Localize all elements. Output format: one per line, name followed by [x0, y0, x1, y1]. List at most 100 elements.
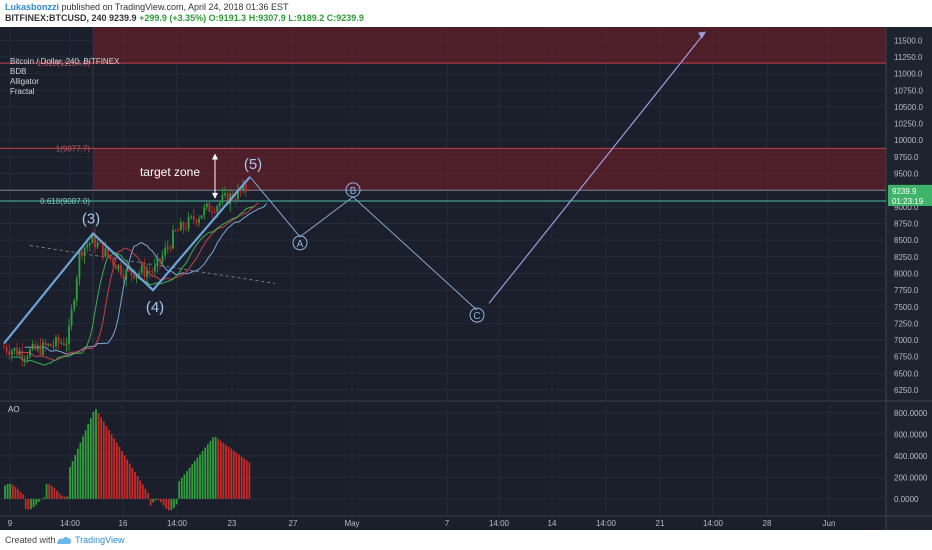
price-tick-label: 8750.0: [894, 219, 919, 228]
candle-body: [143, 265, 146, 277]
ao-bar: [219, 440, 222, 499]
ao-bar: [14, 486, 17, 499]
candle-body: [68, 325, 70, 344]
candle-body: [153, 265, 156, 272]
price-tick-label: 10000.0: [894, 136, 923, 145]
candle-body: [83, 247, 86, 256]
ao-bar: [193, 461, 196, 499]
created-with-text: Created with: [5, 535, 56, 545]
wave-label-B: B: [350, 186, 357, 197]
ao-bar: [82, 436, 84, 499]
price-tick-label: 6500.0: [894, 369, 919, 378]
price-tick-label: 8250.0: [894, 253, 919, 262]
chart-legend: Bitcoin / Dollar, 240, BITFINEX BDB Alli…: [10, 57, 119, 97]
price-tick-label: 9750.0: [894, 153, 919, 162]
time-tick-label: 23: [228, 519, 237, 528]
ao-bar: [121, 450, 123, 499]
ao-bar: [92, 411, 95, 499]
ao-bar: [123, 455, 126, 499]
ao-bar: [97, 413, 100, 499]
countdown-tag: [888, 195, 932, 207]
candle-body: [135, 275, 138, 279]
legend-indicator-alligator[interactable]: Alligator: [10, 77, 39, 86]
candle-body: [187, 216, 190, 229]
ao-panel: AO 800.0000 600.0000 400.0000 200.0000 0.0000: [0, 405, 928, 511]
ao-bar: [19, 492, 22, 499]
candle-body: [36, 345, 39, 350]
ao-bar: [188, 467, 191, 499]
price-change: +299.9 (+3.35%): [139, 13, 207, 23]
candle-body: [127, 269, 130, 271]
ao-bar: [170, 498, 173, 511]
wave-label-A: A: [297, 239, 304, 250]
ao-bar: [61, 495, 64, 499]
ao-bar: [102, 421, 105, 499]
ao-bar: [27, 498, 30, 510]
ao-bar: [40, 498, 43, 500]
candle-body: [112, 258, 115, 266]
published-text: published on TradingView.com, April 24, …: [61, 2, 289, 12]
candle-body: [130, 269, 133, 275]
ao-title: AO: [8, 405, 20, 414]
low-value: L:9189.2: [288, 13, 325, 23]
ao-bar: [152, 498, 155, 503]
fib-zones: 1.618(11157.0) 1(9877.7) 0.618(9087.0): [0, 27, 886, 400]
price-tick-label: 6250.0: [894, 386, 919, 395]
candle-body: [65, 343, 68, 346]
candle-body: [44, 342, 47, 346]
ao-bar: [212, 437, 214, 499]
wave-label-3: (3): [82, 210, 100, 227]
price-tick-label: 10500.0: [894, 103, 923, 112]
ao-bar: [149, 498, 152, 506]
target-zone-arrow-down: [212, 192, 218, 199]
ao-bar: [128, 463, 131, 499]
ao-bar: [217, 438, 220, 499]
ao-bar: [173, 498, 175, 508]
close-value: C:9239.9: [326, 13, 364, 23]
ao-bar: [222, 442, 225, 499]
candle-body: [114, 265, 117, 270]
wave-label-5: (5): [244, 156, 262, 173]
projection-arrow-line: [488, 33, 705, 304]
candle-body: [109, 255, 112, 259]
high-value: H:9307.9: [248, 13, 286, 23]
candle-body: [101, 242, 104, 257]
ao-bar: [113, 438, 116, 499]
time-tick-label: Jun: [823, 519, 836, 528]
ao-bar: [248, 462, 251, 499]
author-link[interactable]: Lukasbonzzi: [5, 2, 60, 12]
ao-bar: [191, 464, 194, 499]
ao-bar: [58, 493, 61, 499]
time-tick-label: 16: [119, 519, 128, 528]
chart-area[interactable]: 1.618(11157.0) 1(9877.7) 0.618(9087.0) tar…: [0, 27, 932, 530]
time-tick-label: 21: [656, 519, 665, 528]
alligator-line: [17, 202, 260, 361]
ao-bar: [69, 467, 71, 499]
ao-bar: [22, 494, 25, 499]
legend-indicator-fractal[interactable]: Fractal: [10, 87, 35, 96]
price-tick-label: 7500.0: [894, 303, 919, 312]
candle-body: [104, 248, 107, 257]
countdown-text: 01:23:19: [892, 197, 924, 206]
fib-label: 0.618(9087.0): [40, 197, 90, 206]
candle-body: [94, 234, 96, 248]
candle-body: [23, 358, 26, 360]
candle-body: [182, 222, 185, 229]
fib-label: 1.618(11157.0): [37, 59, 90, 68]
ao-bar: [183, 474, 186, 499]
price-tick-label: 10750.0: [894, 86, 923, 95]
price-tick-label: 9500.0: [894, 170, 919, 179]
candle-body: [151, 271, 154, 273]
ao-bar: [56, 490, 58, 499]
candle-body: [86, 245, 89, 248]
legend-indicator-bdb[interactable]: BDB: [10, 67, 27, 76]
ao-bar: [230, 448, 233, 499]
candle-body: [140, 265, 143, 273]
tradingview-brand[interactable]: TradingView: [75, 535, 125, 545]
ao-tick-label: 800.0000: [894, 409, 928, 418]
candle-body: [195, 220, 198, 223]
time-axis[interactable]: 9 14:00 16 14:00 23 27 May 7 14:00 14 14:00 21 14:00…: [8, 519, 836, 528]
candle-body: [216, 205, 219, 212]
price-axis[interactable]: 11500.0 11250.0 11000.0 10750.0 10500.0 10250…: [888, 36, 932, 395]
ao-bar: [240, 456, 243, 499]
